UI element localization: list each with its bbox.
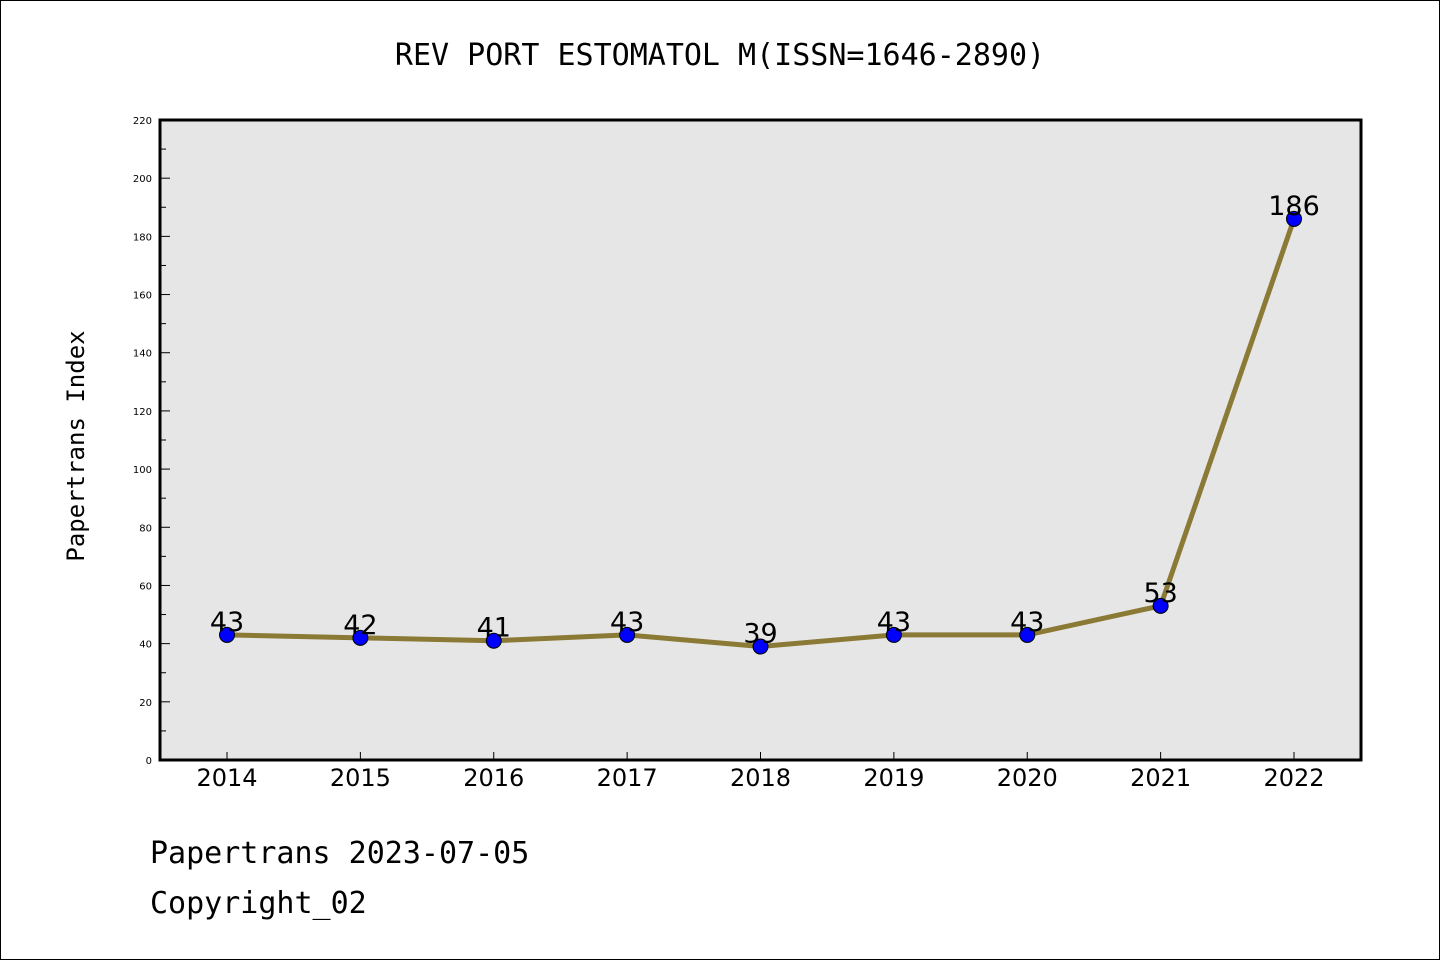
y-tick-label: 200 (133, 174, 152, 185)
y-tick-label: 120 (133, 407, 152, 418)
data-label: 53 (1143, 578, 1177, 609)
y-tick-label: 140 (133, 349, 152, 360)
data-point (352, 629, 369, 646)
data-point (619, 626, 636, 643)
data-point (219, 626, 235, 643)
data-label: 39 (743, 619, 777, 650)
x-tick-label: 2016 (463, 764, 524, 792)
y-tick-label: 220 (133, 116, 152, 127)
x-tick-label: 2022 (1263, 764, 1324, 792)
data-point (885, 626, 902, 643)
y-tick-label: 40 (139, 640, 152, 651)
y-tick-label: 100 (133, 465, 152, 476)
y-tick-label: 20 (139, 698, 152, 709)
footer-copyright: Copyright_02 (150, 886, 367, 921)
data-point (1152, 597, 1169, 614)
y-tick-label: 160 (133, 291, 152, 302)
data-label: 43 (877, 607, 911, 638)
y-tick-label: 80 (139, 523, 152, 534)
x-tick-label: 2021 (1130, 764, 1191, 792)
data-point (1286, 210, 1302, 227)
data-label: 43 (610, 607, 644, 638)
x-tick-label: 2019 (863, 764, 924, 792)
x-tick-label: 2018 (730, 764, 791, 792)
data-label: 42 (343, 610, 377, 641)
y-tick-label: 0 (146, 756, 152, 767)
data-point (752, 638, 769, 655)
footer-date: Papertrans 2023-07-05 (150, 836, 530, 871)
data-label: 186 (1268, 191, 1320, 222)
y-tick-label: 60 (139, 581, 152, 592)
chart-title: REV PORT ESTOMATOL M(ISSN=1646-2890) (394, 38, 1046, 73)
y-tick-label: 180 (133, 232, 152, 243)
data-label: 43 (210, 607, 244, 638)
data-point (485, 632, 502, 649)
x-tick-label: 2020 (997, 764, 1058, 792)
data-label: 41 (477, 613, 511, 644)
plot-border (158, 118, 1363, 762)
data-labels-group: 43 42 41 43 39 43 43 53 186 (210, 191, 1320, 650)
x-tick-label: 2017 (597, 764, 658, 792)
x-axis-ticks: 2014 2015 2016 2017 2018 2019 2020 2021 2022 (196, 752, 1325, 792)
x-tick-label: 2014 (196, 764, 257, 792)
data-label: 43 (1010, 607, 1044, 638)
series-group (219, 210, 1302, 655)
plot-area (160, 120, 1361, 760)
data-point (1019, 626, 1036, 643)
x-tick-label: 2015 (330, 764, 391, 792)
